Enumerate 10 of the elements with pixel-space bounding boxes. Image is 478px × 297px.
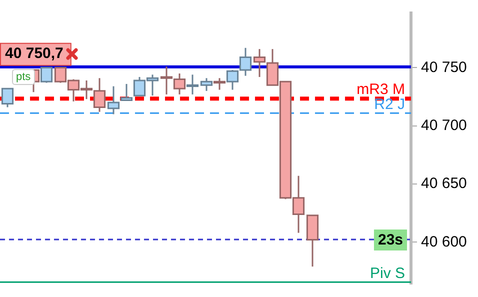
ref-line-label: 40 750,7: [5, 44, 64, 62]
y-tick-label: 40 600: [421, 233, 467, 250]
y-tick-label: 40 700: [421, 116, 467, 134]
ref-line-label: Piv S: [370, 264, 405, 282]
y-tick-label: 40 750: [421, 58, 467, 76]
y-tick-label: 40 650: [421, 175, 467, 192]
ref-line-label: mR3 M: [356, 81, 405, 98]
annotation: pts: [12, 68, 35, 85]
ref-line-label: R2 J: [374, 96, 405, 113]
ref-line-label: 23s: [378, 232, 404, 249]
